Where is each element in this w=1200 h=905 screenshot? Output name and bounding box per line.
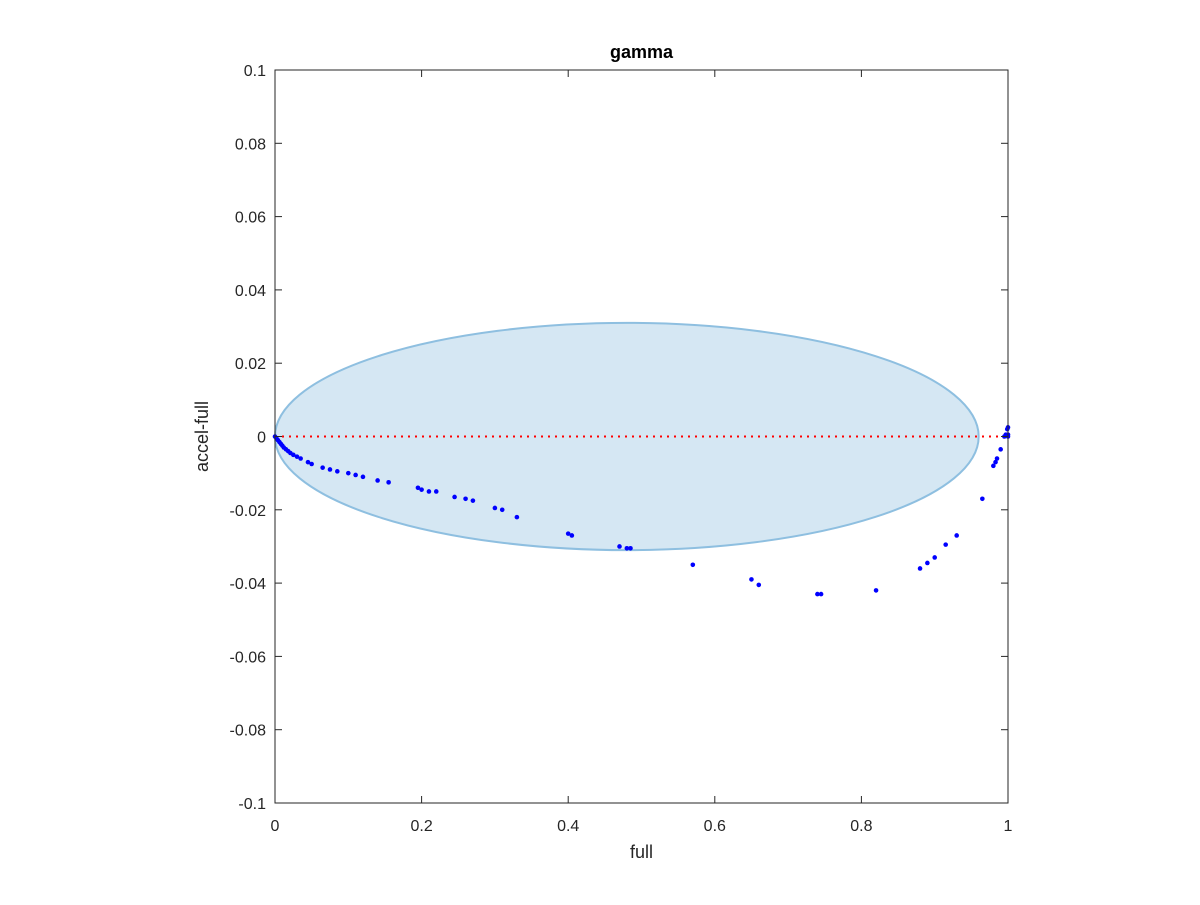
data-point xyxy=(993,459,998,465)
x-tick-label: 1 xyxy=(1004,818,1013,835)
data-point xyxy=(499,507,505,513)
data-point xyxy=(943,542,948,547)
data-point xyxy=(624,545,630,551)
data-point xyxy=(320,465,325,470)
data-point xyxy=(756,582,762,588)
y-tick-label: 0.1 xyxy=(244,63,266,80)
y-tick-label: 0 xyxy=(257,430,266,447)
chart-title: gamma xyxy=(610,42,674,62)
data-point xyxy=(925,560,930,566)
data-point xyxy=(492,505,498,511)
data-point xyxy=(360,474,366,480)
data-point xyxy=(470,498,476,503)
data-point xyxy=(298,456,303,461)
x-tick-label: 0.8 xyxy=(850,818,872,835)
data-point xyxy=(873,588,879,593)
data-point xyxy=(291,452,296,458)
tick-labels: 0 0.2 0.4 0.6 0.8 1 0.1 0.08 0.06 0.04 0.02 0 -0.02 -… xyxy=(230,63,1013,835)
y-tick-label: 0.02 xyxy=(235,356,266,373)
data-point xyxy=(463,496,468,502)
y-axis-label: accel-full xyxy=(192,401,212,472)
x-tick-label: 0.4 xyxy=(557,818,579,835)
data-point xyxy=(998,447,1003,452)
data-point xyxy=(514,514,520,520)
data-point xyxy=(305,459,311,465)
data-point xyxy=(954,533,959,538)
data-point xyxy=(327,467,333,472)
data-point xyxy=(617,544,622,549)
y-tick-label: -0.06 xyxy=(230,649,267,666)
data-point xyxy=(917,566,923,571)
y-tick-label: 0.08 xyxy=(235,136,266,153)
x-axis-label: full xyxy=(630,842,653,862)
data-point xyxy=(353,472,358,478)
data-point xyxy=(818,591,824,597)
data-point xyxy=(994,456,1000,461)
data-point xyxy=(565,531,571,536)
y-tick-label: 0.04 xyxy=(235,283,266,300)
y-tick-label: -0.08 xyxy=(230,723,267,740)
data-point xyxy=(346,470,351,476)
data-point xyxy=(991,463,996,469)
data-point xyxy=(569,533,575,538)
data-point xyxy=(690,562,696,568)
data-point xyxy=(980,496,985,502)
data-point xyxy=(426,489,432,494)
data-point xyxy=(335,469,340,474)
x-tick-label: 0.2 xyxy=(410,818,432,835)
y-tick-label: -0.1 xyxy=(238,796,266,813)
ticks xyxy=(274,69,1009,804)
data-point xyxy=(628,545,633,551)
data-point xyxy=(932,555,937,560)
x-tick-label: 0.6 xyxy=(704,818,726,835)
data-point xyxy=(749,577,754,582)
data-point xyxy=(433,489,439,494)
plot-area xyxy=(272,321,1011,597)
data-point xyxy=(419,487,424,492)
data-point xyxy=(294,454,300,459)
data-point xyxy=(452,494,457,500)
data-point xyxy=(386,480,391,485)
data-point xyxy=(815,591,820,597)
data-point xyxy=(415,485,421,491)
data-point xyxy=(375,478,380,483)
y-tick-label: -0.04 xyxy=(230,576,267,593)
y-tick-label: -0.02 xyxy=(230,503,267,520)
data-point xyxy=(309,461,314,467)
x-tick-label: 0 xyxy=(271,818,280,835)
y-tick-label: 0.06 xyxy=(235,210,266,227)
